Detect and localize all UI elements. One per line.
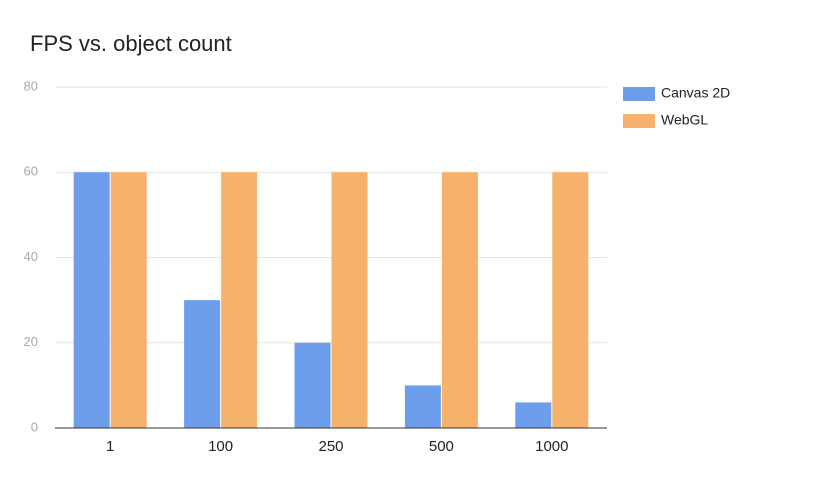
legend-swatch — [623, 87, 655, 101]
x-tick-label: 1 — [106, 438, 114, 455]
x-tick-label: 1000 — [535, 438, 568, 455]
x-tick-label: 100 — [208, 438, 233, 455]
legend-label: WebGL — [661, 112, 708, 128]
bar — [404, 385, 441, 428]
bar — [331, 172, 368, 428]
bar — [73, 172, 110, 428]
bar — [294, 342, 331, 428]
y-tick-label: 0 — [31, 419, 38, 434]
y-tick-label: 40 — [24, 249, 38, 264]
y-tick-label: 60 — [24, 164, 38, 179]
bar — [552, 172, 589, 428]
bar — [221, 172, 258, 428]
bar — [515, 402, 552, 428]
bar — [184, 300, 221, 428]
bar — [441, 172, 478, 428]
x-tick-label: 250 — [318, 438, 343, 455]
x-tick-label: 500 — [429, 438, 454, 455]
bar — [110, 172, 147, 428]
y-tick-label: 80 — [24, 78, 38, 93]
chart-title: FPS vs. object count — [30, 31, 232, 56]
legend-label: Canvas 2D — [661, 85, 730, 101]
legend-swatch — [623, 114, 655, 128]
y-tick-label: 20 — [24, 334, 38, 349]
